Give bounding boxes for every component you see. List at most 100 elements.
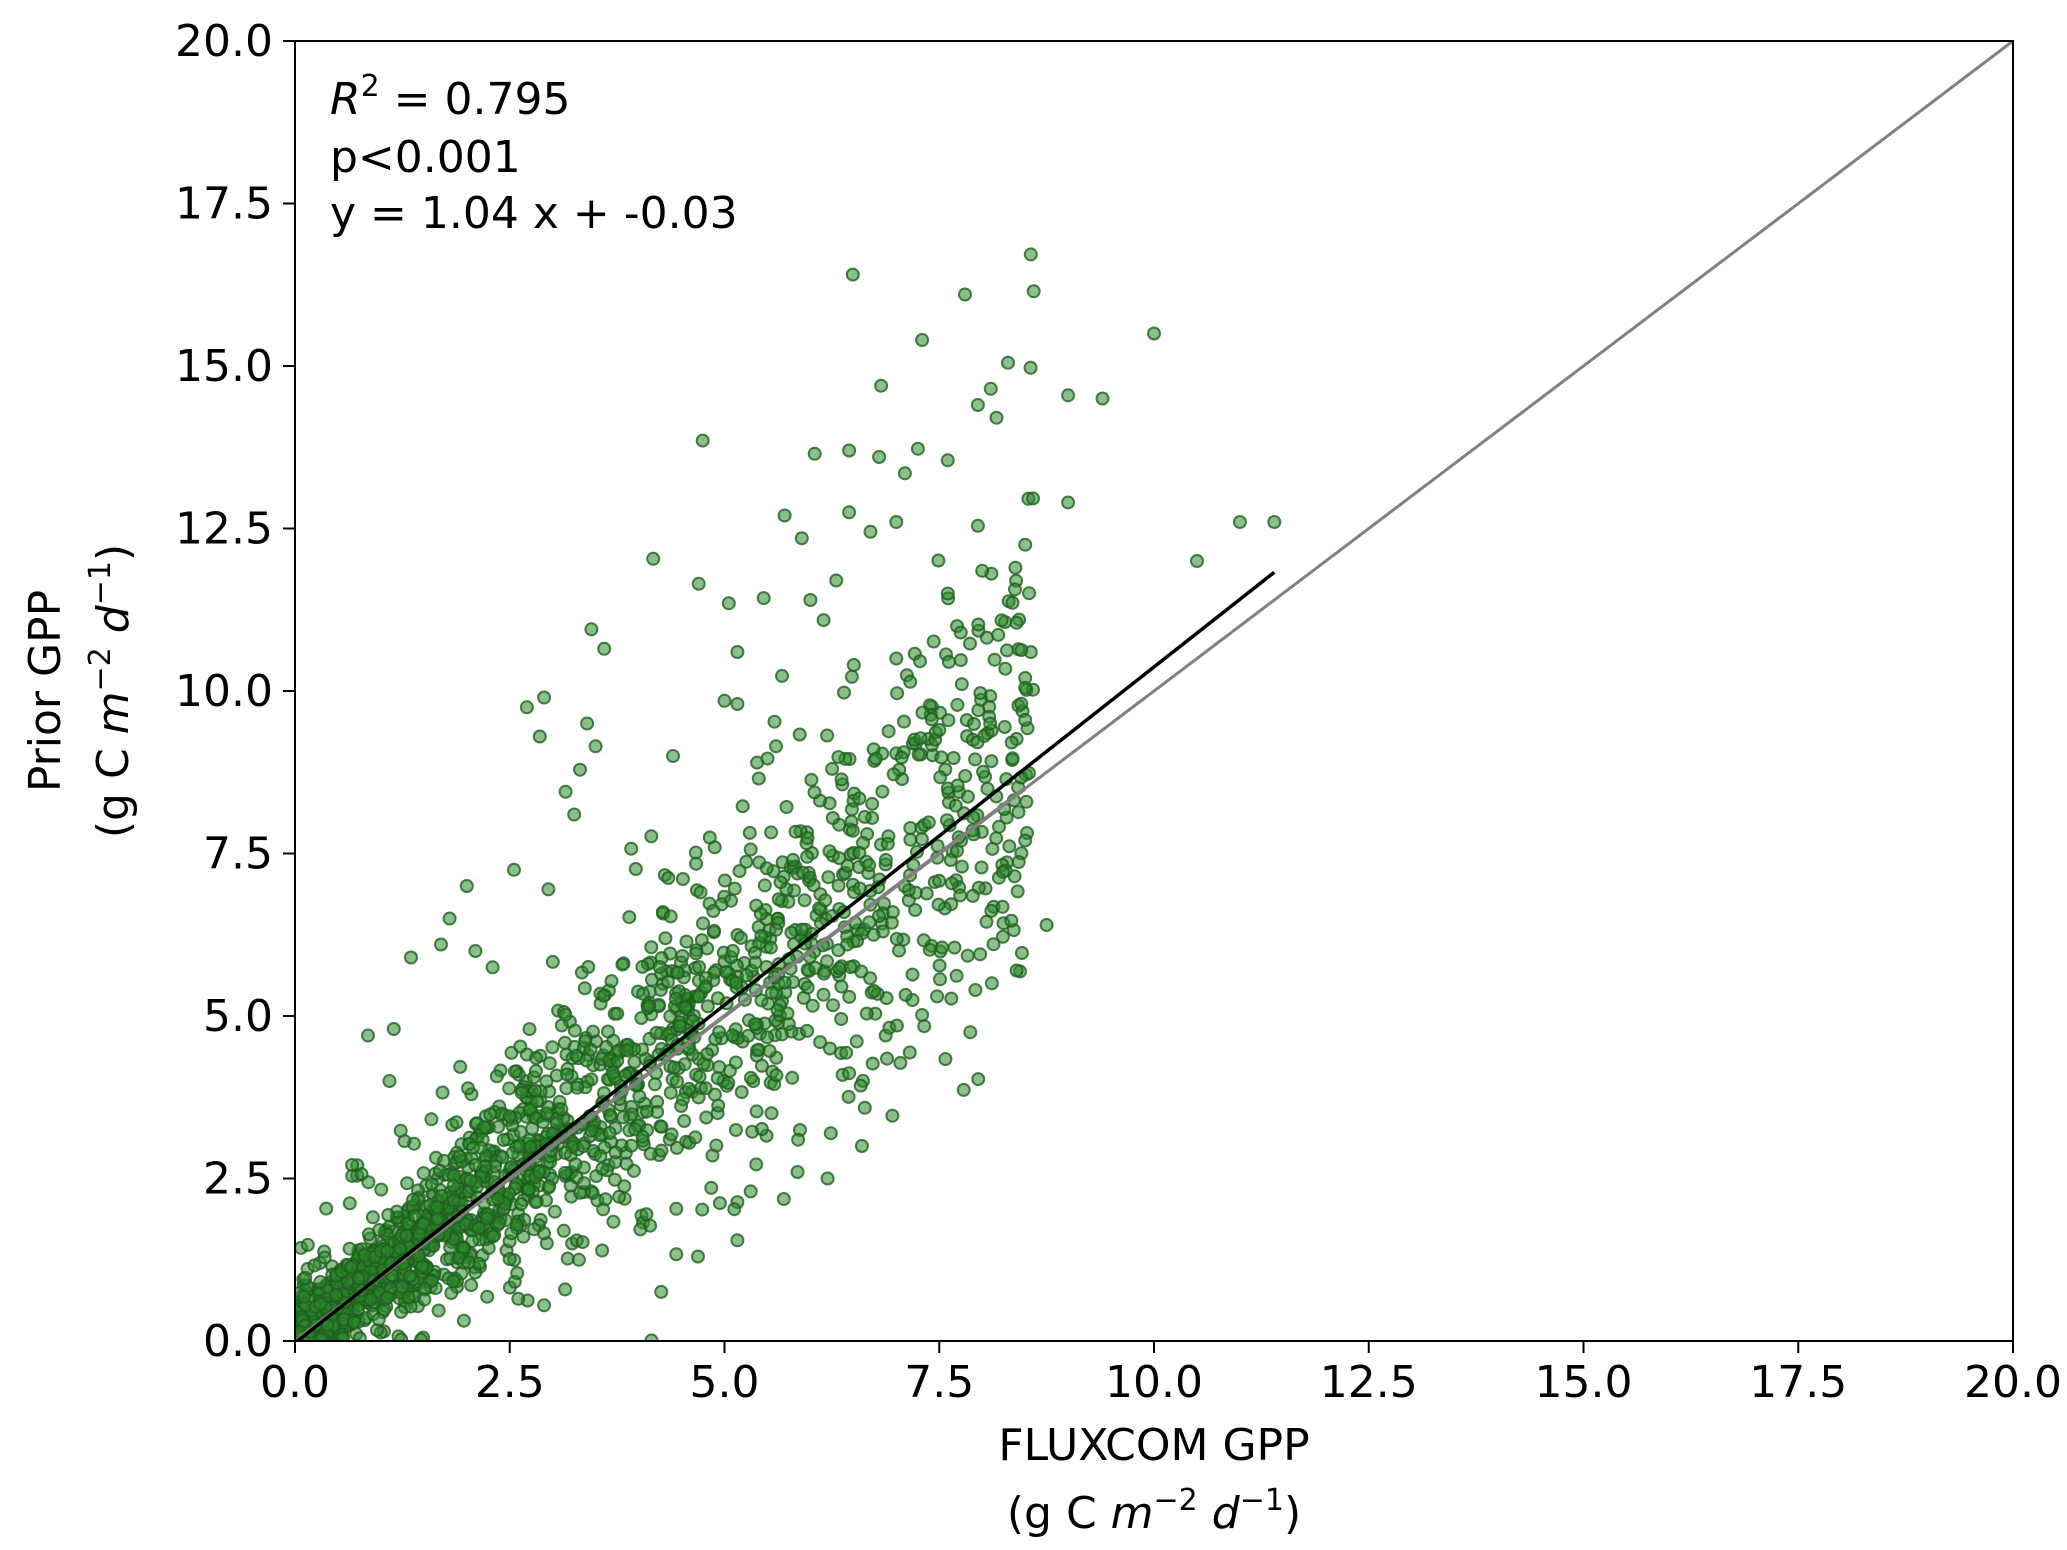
data-point [769,739,783,754]
data-point [911,747,926,762]
data-point [616,1110,631,1125]
x-axis-unit-prefix: (g C [1007,1488,1111,1539]
data-point [826,998,840,1013]
p-value-annotation: p<0.001 [330,132,521,183]
data-point [449,1115,464,1130]
data-point [800,980,815,995]
data-point [913,654,927,669]
data-point [556,1223,571,1238]
data-point [1018,680,1033,695]
data-point [743,1184,758,1199]
data-point [804,772,819,787]
data-point [894,750,909,765]
data-point [667,1060,682,1075]
data-point [558,1007,573,1022]
data-point [345,1158,360,1172]
data-point [567,807,582,822]
data-point [483,1107,498,1122]
data-point [825,761,840,776]
data-point [297,1289,312,1304]
data-point [706,904,721,918]
data-point [588,739,603,754]
data-point [1061,388,1076,403]
data-point [979,630,994,645]
data-point [839,1045,854,1060]
data-point [979,914,994,929]
data-point [663,1085,678,1100]
data-point [626,1163,641,1178]
data-point [898,987,913,1002]
data-point [485,960,500,975]
data-point [453,1059,468,1074]
x-tick-label: 10.0 [1105,1357,1203,1408]
data-point [394,1332,409,1341]
data-point [479,1211,494,1226]
x-tick-label: 0.0 [260,1357,330,1408]
data-point [845,267,860,282]
data-point [446,1193,461,1208]
data-point [831,943,846,958]
data-point [859,1006,874,1021]
data-point [950,697,965,712]
data-point [584,1123,599,1138]
data-point [780,1006,795,1021]
y-axis-unit-suffix: ) [88,544,139,561]
data-point [394,1304,409,1319]
data-point [721,596,736,611]
data-point [938,1052,953,1066]
y-axis-unit-d-exp: −1 [83,561,118,605]
data-point [880,1051,894,1066]
data-point [584,622,599,637]
data-point [763,940,778,955]
y-axis-unit-prefix: (g C [88,734,139,838]
data-point [956,1082,971,1097]
data-point [307,1258,322,1273]
data-point [989,831,1004,846]
data-point [489,1069,504,1084]
data-point [975,563,990,578]
data-point [647,1077,662,1092]
data-point [580,716,595,731]
y-axis-unit-m: m [88,691,139,734]
data-point [825,811,840,825]
data-point [733,930,748,945]
data-point [970,398,985,412]
data-point [931,553,946,568]
data-point [1267,515,1282,529]
data-point [924,712,939,727]
data-point [468,1158,483,1172]
data-point [865,796,880,811]
data-point [1232,515,1247,529]
data-point [932,873,947,888]
data-point [868,751,883,766]
data-point [352,1331,367,1341]
data-point [754,928,769,943]
data-point [579,1053,594,1068]
data-point [412,1227,427,1242]
data-point [728,1055,743,1070]
data-point [775,668,789,683]
data-point [692,960,706,974]
data-point [581,960,596,974]
data-point [688,1130,703,1145]
data-point [570,1080,585,1095]
data-point [471,1220,486,1235]
data-point [940,813,954,828]
data-point [842,1066,857,1081]
data-point [1026,491,1040,506]
data-point [1008,560,1023,575]
data-point [1010,884,1025,899]
x-axis-label-line1: FLUXCOM GPP [998,1420,1309,1471]
data-point [670,965,685,980]
data-point [1005,595,1020,610]
data-point [852,845,867,860]
data-point [709,1138,724,1153]
data-point [664,1127,679,1142]
data-point [597,641,612,656]
data-point [577,1176,591,1191]
data-point [816,613,831,628]
data-point [968,983,983,997]
data-point [1039,918,1054,932]
data-point [351,1271,366,1286]
data-point [539,1106,554,1121]
